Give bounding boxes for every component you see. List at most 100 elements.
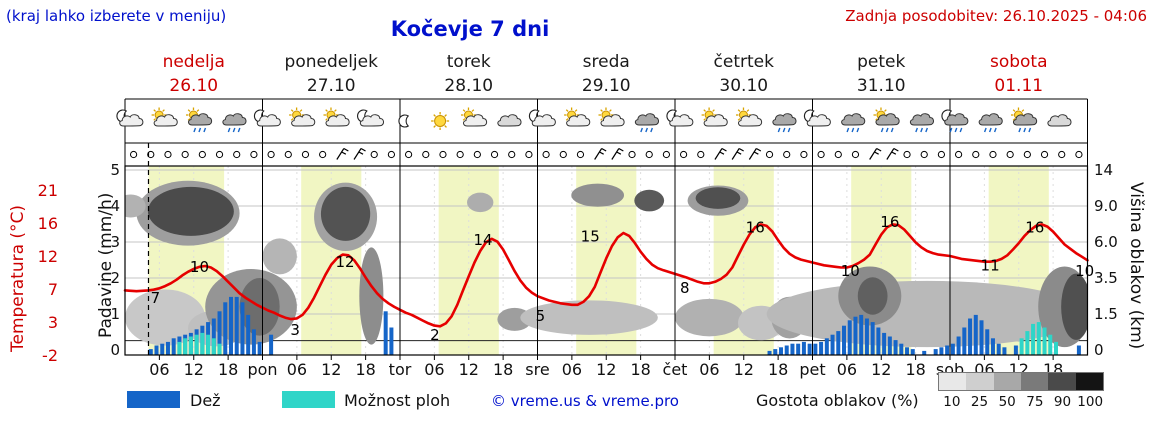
time-tick: 18 <box>630 360 651 379</box>
calm-wind-icon <box>800 150 808 159</box>
calm-wind-icon <box>954 150 963 159</box>
weather-icon-sun-cloud-rain <box>873 107 900 133</box>
calm-wind-icon <box>250 150 258 159</box>
cloud-height-tick: 3.5 <box>1094 269 1118 287</box>
temperature-tick: 21 <box>37 181 58 200</box>
calm-wind-icon <box>284 150 292 159</box>
cloud-density-step <box>1075 373 1103 390</box>
day-header: torek 28.10 <box>400 52 538 96</box>
cloud-density-step <box>993 373 1021 390</box>
wind-barb-icon <box>714 147 727 160</box>
cloud-density-scale-labels: 10 25 50 75 90 100 <box>938 394 1104 410</box>
time-tick: 06 <box>836 360 858 379</box>
calm-wind-icon <box>645 150 653 159</box>
calm-wind-icon <box>129 150 138 159</box>
day-name: ponedeljek <box>284 52 378 72</box>
calm-wind-icon <box>319 150 327 159</box>
weather-icon-cloud-rain <box>772 113 797 133</box>
calm-wind-icon <box>903 150 911 159</box>
day-date: 30.10 <box>719 76 769 96</box>
day-name: sobota <box>989 52 1048 72</box>
svg-text:12: 12 <box>335 253 354 271</box>
wind-barb-icon <box>594 147 607 160</box>
cloud-density-step <box>966 373 994 390</box>
time-tick: 18 <box>217 360 239 379</box>
svg-text:16: 16 <box>880 213 899 231</box>
cloud-height-tick: 1.5 <box>1094 305 1118 323</box>
temperature-curve <box>123 223 1089 328</box>
svg-text:15: 15 <box>581 228 600 246</box>
calm-wind-icon <box>679 150 688 159</box>
time-tick: pet <box>799 360 826 379</box>
calm-wind-icon <box>1058 150 1066 159</box>
day-name: torek <box>446 52 491 72</box>
calm-wind-icon <box>301 150 310 159</box>
weather-icon-moon-cloud <box>253 109 281 127</box>
calm-wind-icon <box>576 150 585 159</box>
menu-hint: (kraj lahko izberete v meniju) <box>6 7 227 25</box>
svg-text:16: 16 <box>1025 219 1044 237</box>
day-date: 29.10 <box>581 76 631 96</box>
time-tick: sre <box>525 360 550 379</box>
weather-icon-sun-cloud <box>323 107 350 127</box>
calm-wind-icon <box>989 150 997 159</box>
svg-text:14: 14 <box>474 231 493 249</box>
svg-text:10: 10 <box>841 262 860 280</box>
cloud-density-legend-label: Gostota oblakov (%) <box>756 391 919 410</box>
weather-icon-sun-cloud-rain <box>185 107 213 133</box>
weather-icon-moon-cloud <box>357 109 384 127</box>
rain-legend-label: Dež <box>190 391 221 410</box>
cloud-density-step-label: 25 <box>970 394 989 410</box>
credit-link[interactable]: © vreme.us & vreme.pro <box>491 392 679 410</box>
temperature-tick: -2 <box>42 346 58 365</box>
svg-text:7: 7 <box>151 289 161 307</box>
calm-wind-icon <box>817 150 825 159</box>
wind-barb-icon <box>731 147 744 160</box>
wind-barb-icon <box>886 147 899 160</box>
calm-wind-icon <box>972 150 980 159</box>
precip-tick: 5 <box>110 161 120 179</box>
calm-wind-icon <box>765 150 774 159</box>
day-header: nedelja 26.10 <box>125 52 263 96</box>
showers-legend-label: Možnost ploh <box>344 391 451 410</box>
weather-icon-moon-cloud <box>528 109 556 127</box>
wind-symbols-row <box>129 147 1083 160</box>
precip-tick: 3 <box>110 233 120 251</box>
calm-wind-icon <box>1075 150 1083 159</box>
svg-text:11: 11 <box>981 256 1000 274</box>
time-tick: 12 <box>596 360 617 379</box>
svg-text:2: 2 <box>430 326 440 344</box>
weather-icon-cloud <box>1047 114 1072 127</box>
wind-barb-icon <box>353 147 366 160</box>
rain-legend-swatch <box>127 391 180 408</box>
cloud-density-step <box>1020 373 1049 390</box>
calm-wind-icon <box>456 150 464 159</box>
weather-icon-cloud-rain <box>222 113 247 133</box>
time-tick: tor <box>388 360 412 379</box>
calm-wind-icon <box>147 150 155 159</box>
calm-wind-icon <box>370 150 378 159</box>
calm-wind-icon <box>473 150 481 159</box>
calm-wind-icon <box>851 150 860 159</box>
time-tick: 18 <box>767 360 789 379</box>
calm-wind-icon <box>439 150 447 159</box>
temperature-tick: 12 <box>37 247 58 266</box>
time-tick: 06 <box>699 360 720 379</box>
precip-tick: 2 <box>110 269 120 287</box>
calm-wind-icon <box>937 150 946 159</box>
temperature-tick: 3 <box>47 313 58 332</box>
weather-icon-sun-cloud <box>289 107 316 127</box>
time-tick: 12 <box>321 360 342 379</box>
time-tick: 18 <box>355 360 376 379</box>
weather-icon-cloud-rain <box>634 113 659 133</box>
svg-text:10: 10 <box>190 258 209 276</box>
time-tick: 12 <box>871 360 892 379</box>
cloud-cover-layer <box>125 180 1088 348</box>
cloud-density-step-label: 10 <box>943 394 961 410</box>
weather-icon-sun-cloud <box>460 107 488 127</box>
calm-wind-icon <box>559 150 567 159</box>
calm-wind-icon <box>404 150 413 159</box>
chart-frame <box>124 98 1089 360</box>
wind-barb-icon <box>748 147 762 160</box>
day-name: nedelja <box>162 52 225 72</box>
